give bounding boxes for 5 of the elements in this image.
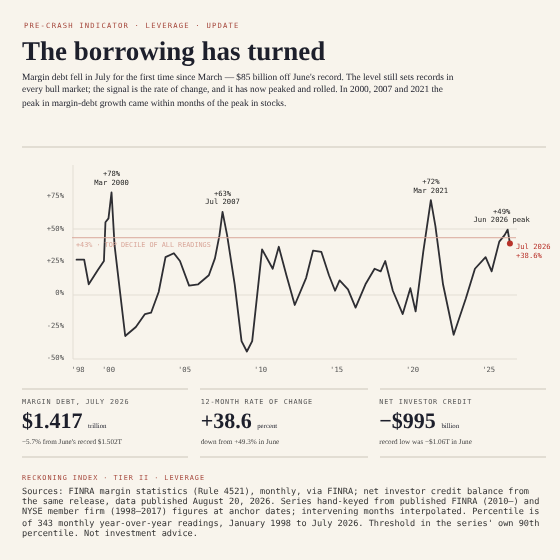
text: $1.417	[22, 410, 83, 434]
line-series	[75, 191, 511, 353]
chart-title: The borrowing has turned	[22, 36, 326, 68]
text: +38.6	[200, 410, 252, 434]
text: −$995	[379, 410, 436, 434]
